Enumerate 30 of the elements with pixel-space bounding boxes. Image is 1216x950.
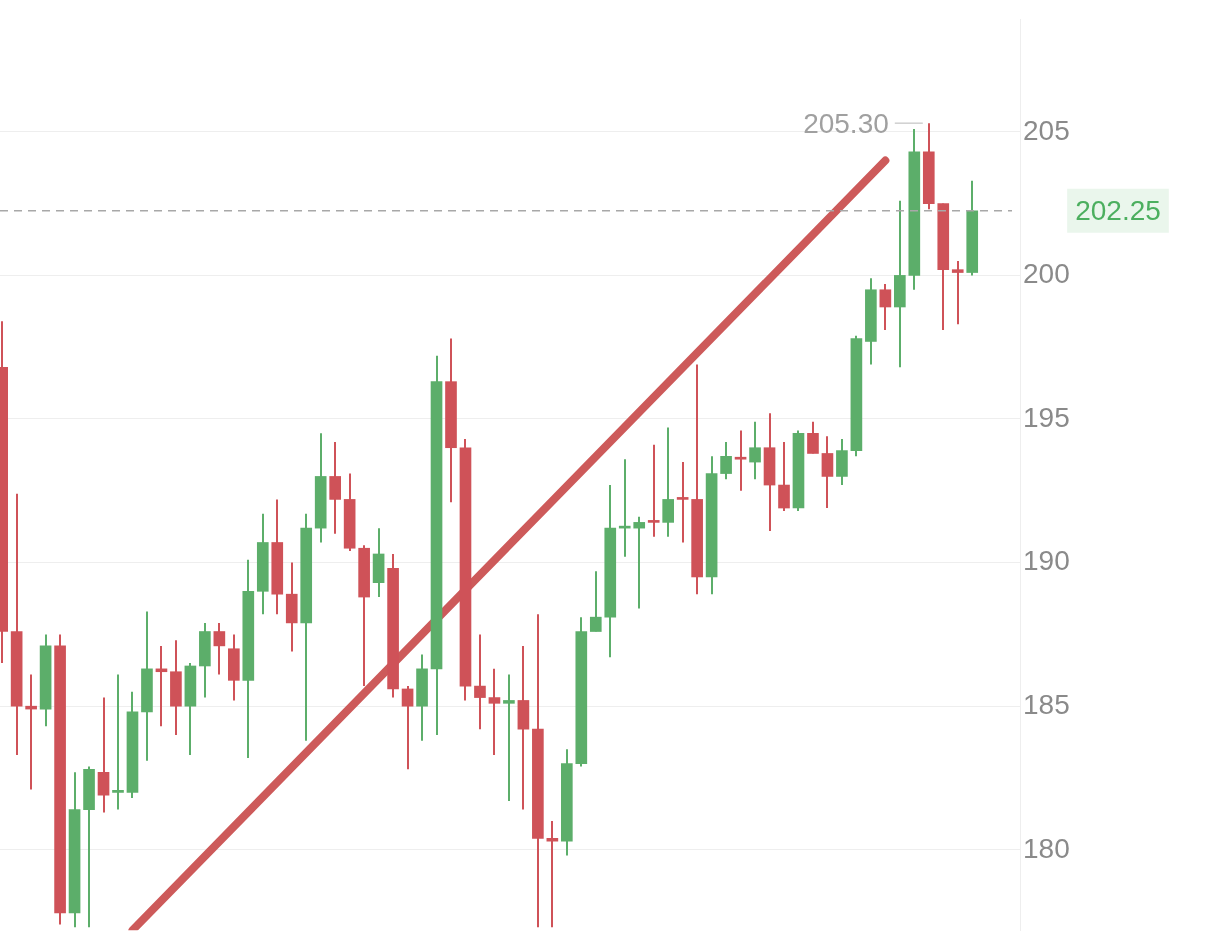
- candlestick: [676, 461, 689, 544]
- candlestick: [488, 667, 501, 757]
- y-tick-label: 185: [1023, 688, 1070, 720]
- candlestick: [546, 820, 559, 929]
- candlestick: [951, 260, 964, 326]
- candlestick: [720, 440, 732, 481]
- candlestick: [879, 283, 892, 331]
- candlestick: [474, 633, 486, 731]
- candlestick: [749, 420, 761, 481]
- candlestick: [734, 429, 747, 492]
- candlestick: [213, 621, 226, 676]
- y-tick-label: 205: [1023, 114, 1070, 146]
- candlestick: [807, 420, 819, 455]
- candlestick: [401, 685, 414, 771]
- ref-line-label: 202.25: [1075, 194, 1161, 226]
- candlestick: [589, 570, 602, 633]
- candlestick: [329, 440, 341, 535]
- candlestick: [97, 696, 110, 814]
- candlestick: [662, 426, 675, 538]
- y-tick-label: 180: [1023, 832, 1070, 864]
- annotation: 205.30: [803, 107, 889, 139]
- candlestick: [778, 440, 790, 512]
- candlestick: [112, 673, 124, 811]
- y-tick-label: 190: [1023, 545, 1070, 577]
- candlestick: [503, 673, 515, 802]
- candlestick: [647, 443, 660, 538]
- y-tick-label: 195: [1023, 401, 1070, 433]
- candlestick: [633, 515, 646, 610]
- candlestick: [821, 435, 834, 510]
- y-tick-label: 200: [1023, 258, 1070, 290]
